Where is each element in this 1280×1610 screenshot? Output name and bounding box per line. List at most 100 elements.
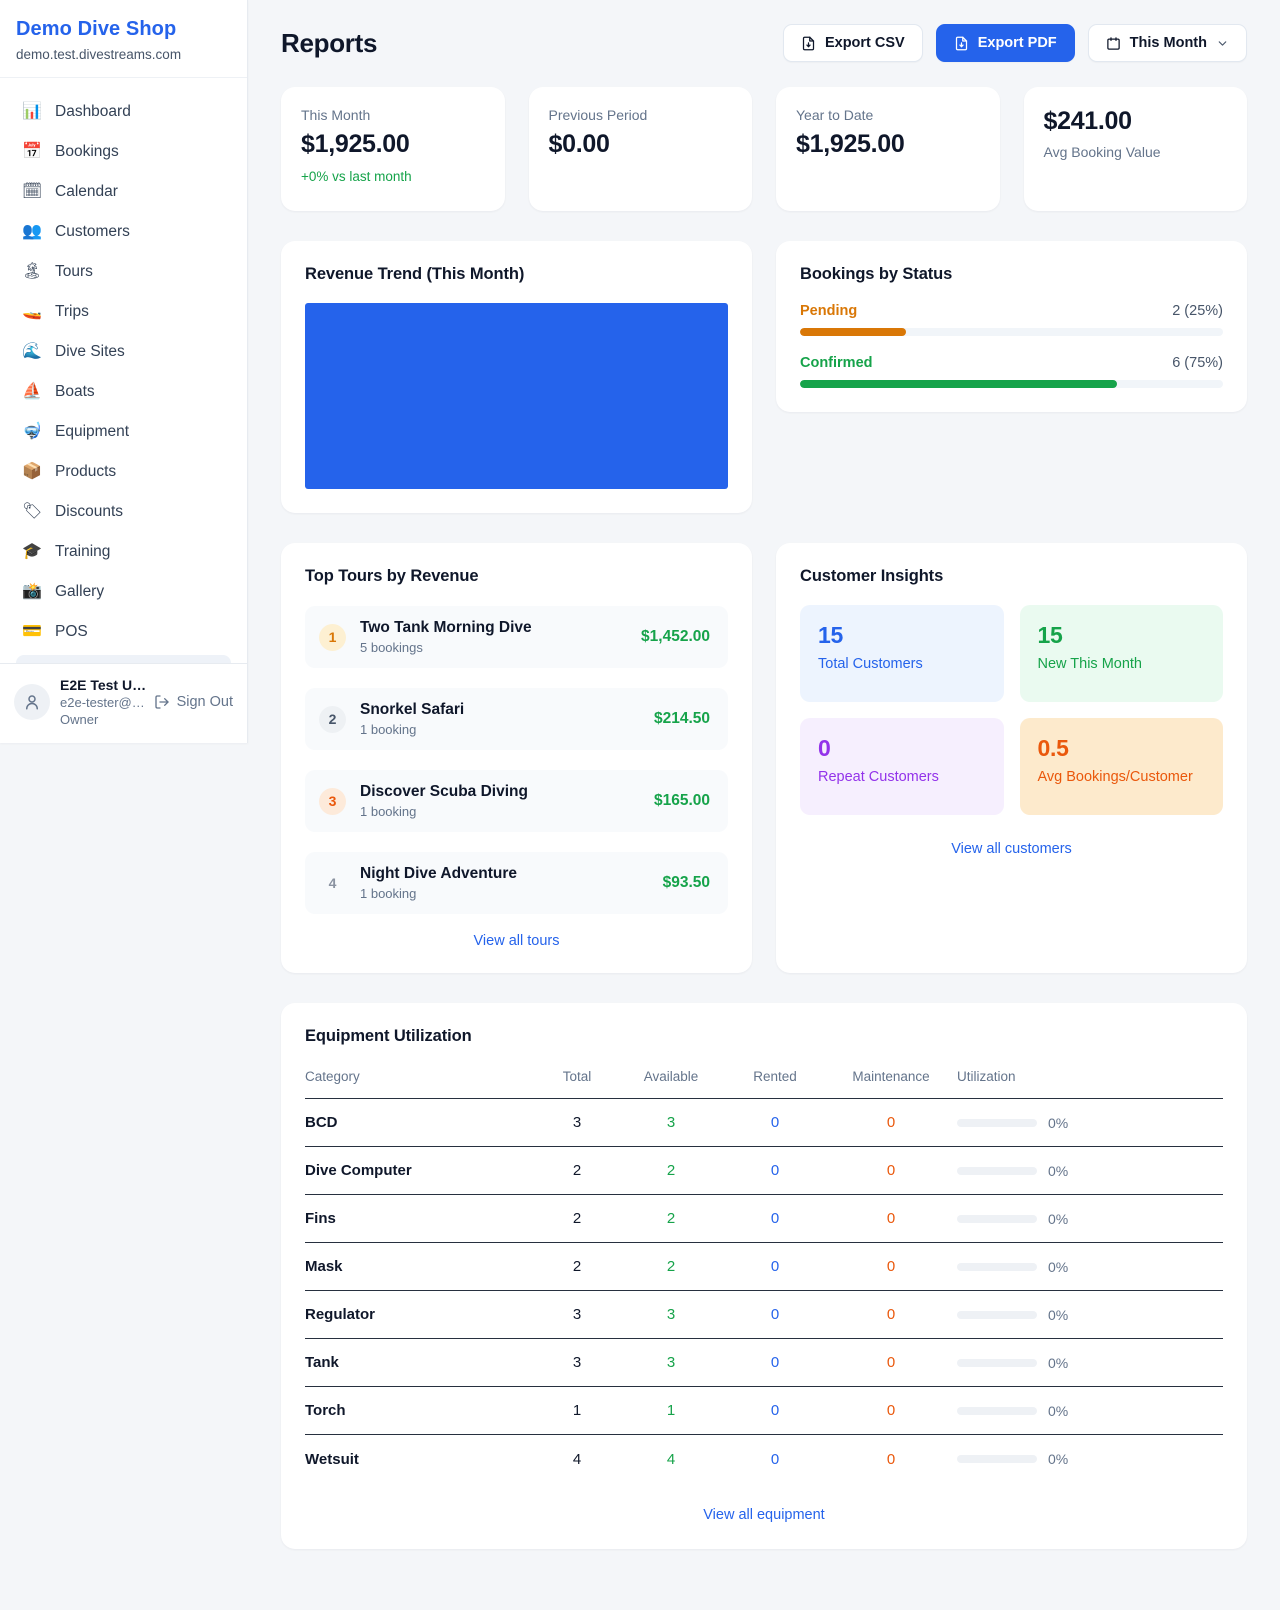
sidebar-item-reports-clipped[interactable] xyxy=(16,655,231,663)
view-all-equipment-link[interactable]: View all equipment xyxy=(703,1507,825,1523)
export-csv-button[interactable]: Export CSV xyxy=(782,24,923,62)
sidebar-item-dive-sites[interactable]: 🌊 Dive Sites xyxy=(8,332,239,372)
tour-bookings: 1 booking xyxy=(360,722,417,737)
tour-revenue: $93.50 xyxy=(662,874,710,891)
available-cell: 3 xyxy=(666,1114,676,1131)
tile-avg-bookings-customer: 0.5 Avg Bookings/Customer xyxy=(1019,718,1223,815)
view-all-customers-link[interactable]: View all customers xyxy=(951,841,1072,857)
user-meta: E2E Test U… e2e-tester@… Owner xyxy=(60,677,147,727)
sidebar-item-gallery[interactable]: 📸 Gallery xyxy=(8,572,239,612)
tour-bookings: 5 bookings xyxy=(360,640,423,655)
sidebar-item-label: Gallery xyxy=(55,583,105,600)
sidebar-item-bookings[interactable]: 📅 Bookings xyxy=(8,132,239,172)
view-all-tours-link[interactable]: View all tours xyxy=(473,933,560,949)
sidebar: Demo Dive Shop demo.test.divestreams.com… xyxy=(0,0,248,743)
page-title: Reports xyxy=(281,27,378,58)
diving-mask-icon: 🤿 xyxy=(22,423,42,440)
stat-value: $0.00 xyxy=(548,130,610,158)
status-count-confirmed: 6 (75%) xyxy=(1172,355,1223,371)
sidebar-item-trips[interactable]: 🚤 Trips xyxy=(8,292,239,332)
stat-card-year-to-date: Year to Date $1,925.00 xyxy=(776,87,1000,211)
table-header-row: Category Total Available Rented Maintena… xyxy=(305,1061,1223,1099)
user-email: e2e-tester@… xyxy=(60,695,145,710)
header-actions: Export CSV Export PDF This Month xyxy=(782,24,1247,62)
sidebar-item-pos[interactable]: 💳 POS xyxy=(8,612,239,652)
credit-card-icon: 💳 xyxy=(22,623,42,640)
sign-out-button[interactable]: Sign Out xyxy=(154,694,233,710)
export-pdf-button[interactable]: Export PDF xyxy=(935,24,1075,62)
utilization-pct: 0% xyxy=(1048,1114,1069,1131)
stat-card-previous-period: Previous Period $0.00 xyxy=(528,87,752,211)
sidebar-user-footer: E2E Test U… e2e-tester@… Owner Sign Out xyxy=(0,663,247,743)
sidebar-item-label: Training xyxy=(55,543,111,560)
total-cell: 1 xyxy=(572,1402,582,1419)
tour-revenue: $1,452.00 xyxy=(641,628,710,645)
utilization-pct: 0% xyxy=(1048,1402,1069,1419)
tile-value: 15 xyxy=(1037,622,1063,648)
available-cell: 2 xyxy=(666,1258,676,1275)
utilization-pct: 0% xyxy=(1048,1258,1069,1275)
sidebar-item-products[interactable]: 📦 Products xyxy=(8,452,239,492)
sidebar-item-discounts[interactable]: 🏷 Discounts xyxy=(8,492,239,532)
brand-name: Demo Dive Shop xyxy=(16,18,177,40)
utilization-cell: 0% xyxy=(957,1403,1223,1419)
utilization-pct: 0% xyxy=(1048,1451,1069,1467)
package-icon: 📦 xyxy=(22,463,42,480)
sidebar-item-equipment[interactable]: 🤿 Equipment xyxy=(8,412,239,452)
sidebar-item-training[interactable]: 🎓 Training xyxy=(8,532,239,572)
utilization-cell: 0% xyxy=(957,1163,1223,1179)
tour-bookings: 1 booking xyxy=(360,886,417,901)
utilization-pct: 0% xyxy=(1048,1162,1069,1179)
rented-cell: 0 xyxy=(770,1306,780,1323)
calendar-icon: 🗓 xyxy=(22,183,43,200)
tile-label: Total Customers xyxy=(818,656,923,672)
sidebar-item-calendar[interactable]: 🗓 Calendar xyxy=(8,172,239,212)
rented-cell: 0 xyxy=(770,1402,780,1419)
insight-tiles: 15 Total Customers 15 New This Month 0 R… xyxy=(800,605,1223,815)
sidebar-item-label: Dive Sites xyxy=(55,343,125,360)
progress-fill-confirmed xyxy=(800,380,1118,388)
stat-label: Avg Booking Value xyxy=(1043,144,1161,160)
sidebar-item-label: Trips xyxy=(55,303,89,320)
utilization-bar xyxy=(957,1455,1037,1463)
maintenance-cell: 0 xyxy=(886,1162,896,1179)
available-cell: 2 xyxy=(666,1210,676,1227)
file-download-icon xyxy=(802,36,815,50)
col-utilization: Utilization xyxy=(957,1069,1016,1084)
sidebar-item-dashboard[interactable]: 📊 Dashboard xyxy=(8,92,239,132)
maintenance-cell: 0 xyxy=(886,1114,896,1131)
tile-repeat-customers: 0 Repeat Customers xyxy=(800,718,1004,815)
stat-label: Year to Date xyxy=(796,107,874,123)
sidebar-item-boats[interactable]: ⛵ Boats xyxy=(8,372,239,412)
progress-track xyxy=(800,328,1223,336)
col-available: Available xyxy=(643,1069,699,1084)
period-select[interactable]: This Month xyxy=(1087,24,1247,62)
rented-cell: 0 xyxy=(770,1258,780,1275)
customer-insights-card: Customer Insights 15 Total Customers 15 … xyxy=(776,543,1247,973)
user-name: E2E Test U… xyxy=(60,677,147,693)
stat-delta: +0% vs last month xyxy=(301,169,412,184)
category-cell: Dive Computer xyxy=(305,1162,412,1179)
sidebar-item-label: POS xyxy=(55,623,88,640)
table-row: BCD 3 3 0 0 0% xyxy=(305,1099,1223,1147)
page-header: Reports Export CSV Export PDF This Month xyxy=(281,24,1247,62)
bookings-calendar-icon: 📅 xyxy=(22,143,42,160)
total-cell: 2 xyxy=(572,1210,582,1227)
bookings-status-card: Bookings by Status Pending 2 (25%) Confi… xyxy=(776,241,1247,412)
tour-row: 3 Discover Scuba Diving 1 booking $165.0… xyxy=(305,770,728,832)
stat-value: $1,925.00 xyxy=(301,130,410,158)
top-tours-card: Top Tours by Revenue 1 Two Tank Morning … xyxy=(281,543,752,973)
category-cell: Mask xyxy=(305,1258,343,1275)
utilization-bar xyxy=(957,1214,1037,1223)
category-cell: Tank xyxy=(305,1354,339,1371)
tour-revenue: $165.00 xyxy=(653,792,710,809)
utilization-bar xyxy=(957,1358,1037,1367)
sidebar-item-customers[interactable]: 👥 Customers xyxy=(8,212,239,252)
utilization-bar xyxy=(957,1118,1037,1127)
tile-value: 0 xyxy=(818,735,831,761)
utilization-bar xyxy=(957,1166,1037,1175)
tour-name: Discover Scuba Diving xyxy=(360,783,528,800)
total-cell: 3 xyxy=(572,1306,582,1323)
rank-badge: 4 xyxy=(328,875,337,891)
sidebar-item-tours[interactable]: 🏝 Tours xyxy=(8,252,239,292)
